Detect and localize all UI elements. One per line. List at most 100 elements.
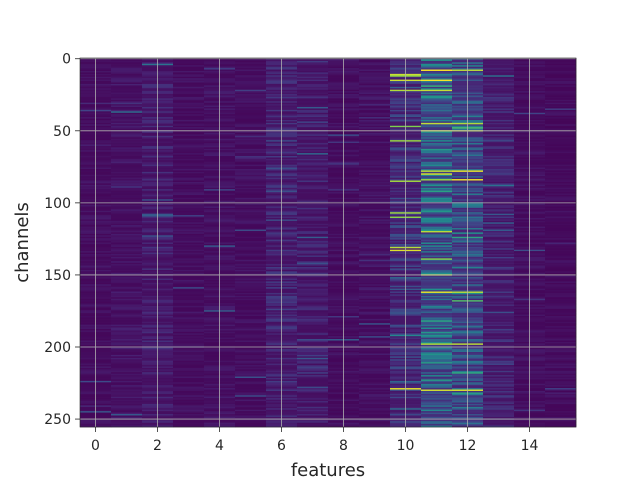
heatmap-cell — [235, 218, 267, 220]
heatmap-cell — [483, 369, 515, 372]
heatmap-cell — [483, 60, 515, 63]
heatmap-cell — [297, 102, 329, 105]
heatmap-cell — [173, 298, 205, 301]
heatmap-cell — [111, 356, 143, 359]
heatmap-cell — [359, 277, 391, 279]
heatmap-cell — [235, 320, 267, 323]
heatmap-cell — [483, 380, 515, 383]
heatmap-cell — [483, 192, 515, 194]
heatmap-cell — [421, 268, 453, 271]
heatmap-cell — [111, 104, 143, 106]
heatmap-cell — [235, 154, 267, 157]
heatmap-cell — [111, 268, 143, 271]
heatmap-cell — [421, 173, 453, 176]
heatmap-cell — [421, 275, 453, 278]
heatmap-cell — [111, 402, 143, 405]
heatmap-cell — [173, 268, 205, 271]
y-tick-label: 150 — [44, 268, 71, 284]
heatmap-cell — [297, 248, 329, 251]
heatmap-cell — [173, 111, 205, 114]
heatmap-cell — [359, 141, 391, 144]
heatmap-cell — [235, 297, 267, 300]
heatmap-cell — [483, 230, 515, 233]
heatmap-cell — [297, 212, 329, 214]
heatmap-cell — [421, 292, 453, 295]
heatmap-cell — [297, 68, 329, 70]
heatmap-cell — [111, 239, 143, 242]
heatmap-cell — [297, 82, 329, 85]
heatmap-cell — [359, 279, 391, 282]
heatmap-cell — [545, 415, 577, 418]
heatmap-cell — [421, 225, 453, 227]
heatmap-cell — [421, 385, 453, 387]
heatmap-cell — [297, 105, 329, 108]
heatmap-cell — [483, 216, 515, 219]
heatmap-cell — [297, 144, 329, 147]
heatmap-cell — [173, 324, 205, 327]
heatmap-cell — [173, 414, 205, 416]
heatmap-cell — [235, 343, 267, 346]
heatmap-cell — [483, 392, 515, 395]
grid-lines — [80, 58, 576, 427]
heatmap-cell — [235, 153, 267, 155]
heatmap-cell — [359, 144, 391, 147]
heatmap-cell — [235, 344, 267, 347]
plot-area — [80, 58, 577, 428]
heatmap-cell — [545, 359, 577, 361]
heatmap-cell — [359, 255, 391, 258]
heatmap-cell — [483, 300, 515, 302]
heatmap-cell — [235, 65, 267, 67]
heatmap-cell — [173, 318, 205, 321]
heatmap-cell — [545, 69, 577, 72]
heatmap-cell — [359, 402, 391, 405]
heatmap-cell — [297, 422, 329, 425]
heatmap-cell — [235, 69, 267, 72]
heatmap-cell — [359, 183, 391, 186]
heatmap-cell — [421, 243, 453, 246]
heatmap-cell — [173, 360, 205, 363]
heatmap-cell — [235, 118, 267, 121]
heatmap-cell — [421, 137, 453, 140]
heatmap-cell — [421, 349, 453, 351]
heatmap-cell — [545, 212, 577, 214]
heatmap-cell — [421, 269, 453, 272]
heatmap-cell — [235, 267, 267, 269]
heatmap-cell — [483, 148, 515, 151]
heatmap-cell — [235, 311, 267, 314]
heatmap-cell — [545, 171, 577, 174]
heatmap-cell — [297, 73, 329, 76]
heatmap-cell — [235, 144, 267, 147]
heatmap-cell — [483, 352, 515, 354]
heatmap-cell — [111, 406, 143, 409]
heatmap-cell — [297, 245, 329, 248]
heatmap-cell — [235, 239, 267, 242]
heatmap-cell — [173, 278, 205, 281]
heatmap-cell — [421, 419, 453, 422]
heatmap-cell — [235, 352, 267, 354]
heatmap-cell — [421, 183, 453, 186]
heatmap-cell — [111, 213, 143, 216]
heatmap-cell — [173, 210, 205, 213]
heatmap-cell — [111, 403, 143, 406]
heatmap-cell — [111, 173, 143, 176]
heatmap-cell — [421, 89, 453, 92]
heatmap-cell — [297, 421, 329, 423]
heatmap-cell — [235, 366, 267, 369]
heatmap-cell — [545, 284, 577, 287]
heatmap-cell — [173, 255, 205, 258]
heatmap-cell — [173, 411, 205, 413]
heatmap-cell — [545, 373, 577, 376]
heatmap-cell — [297, 416, 329, 419]
heatmap-cell — [421, 285, 453, 288]
heatmap-cell — [173, 425, 205, 428]
heatmap-cell — [359, 411, 391, 413]
heatmap-cell — [173, 340, 205, 343]
heatmap-cell — [297, 385, 329, 387]
heatmap-cell — [359, 238, 391, 240]
heatmap-cell — [359, 291, 391, 294]
heatmap-cell — [297, 414, 329, 416]
heatmap-cell — [235, 269, 267, 272]
heatmap-cell — [297, 354, 329, 357]
heatmap-cell — [235, 187, 267, 190]
heatmap-cell — [173, 213, 205, 216]
